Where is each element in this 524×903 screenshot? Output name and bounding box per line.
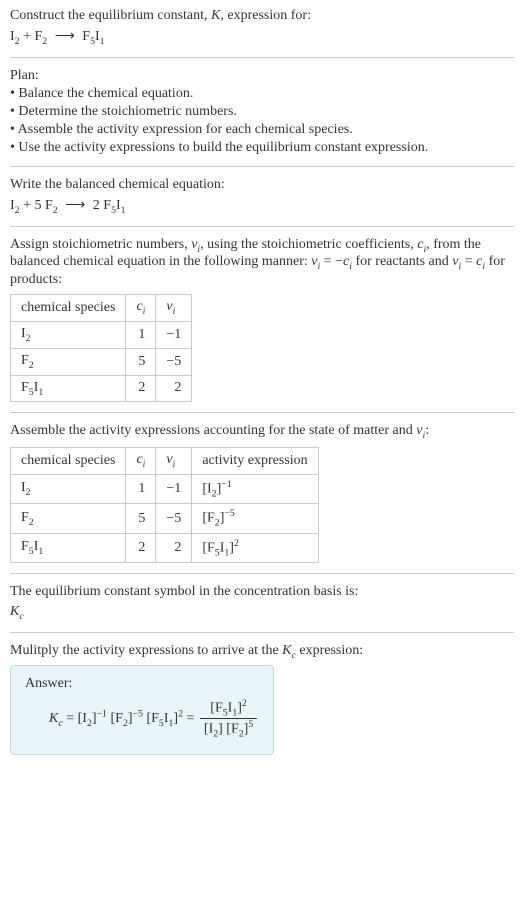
answer-label: Answer: <box>25 676 259 692</box>
cell-species: F2 <box>11 348 126 375</box>
cell-nu: −1 <box>156 321 192 348</box>
answer-box: Answer: Kc = [I2]−1 [F2]−5 [F5I1]2 = [F5… <box>10 665 274 755</box>
divider <box>10 632 514 633</box>
divider <box>10 412 514 413</box>
fraction-numerator: [F5I1]2 <box>200 698 257 719</box>
fraction: [F5I1]2 [I2] [F2]5 <box>200 698 257 740</box>
table-row: F5I1 2 2 <box>11 375 192 402</box>
activity-section: Assemble the activity expressions accoun… <box>10 423 514 563</box>
species-f5i1: F5I1 <box>103 198 125 213</box>
table-row: F2 5 −5 [F2]−5 <box>11 504 319 533</box>
cell-species: I2 <box>11 474 126 503</box>
cell-species: F5I1 <box>11 375 126 402</box>
species-f2: F2 <box>45 198 58 213</box>
divider <box>10 57 514 58</box>
multiply-section: Mulitply the activity expressions to arr… <box>10 643 514 755</box>
balanced-section: Write the balanced chemical equation: I2… <box>10 177 514 216</box>
table-row: F2 5 −5 <box>11 348 192 375</box>
plan-item: • Assemble the activity expression for e… <box>10 122 514 138</box>
basis-section: The equilibrium constant symbol in the c… <box>10 584 514 622</box>
table-row: I2 1 −1 [I2]−1 <box>11 474 319 503</box>
intro-text-b: , expression for: <box>220 8 311 23</box>
cell-nu: −1 <box>156 474 192 503</box>
col-ci: ci <box>126 295 156 322</box>
intro-section: Construct the equilibrium constant, K, e… <box>10 8 514 47</box>
table-row: F5I1 2 2 [F5I1]2 <box>11 533 319 562</box>
kc-expression: Kc = [I2]−1 [F2]−5 [F5I1]2 = [F5I1]2 [I2… <box>49 698 259 740</box>
cell-species: F2 <box>11 504 126 533</box>
k-symbol: K <box>211 8 220 23</box>
arrow-icon: ⟶ <box>65 198 85 213</box>
divider <box>10 573 514 574</box>
cell-ci: 1 <box>126 474 156 503</box>
plan-section: Plan: • Balance the chemical equation. •… <box>10 68 514 156</box>
plan-item: • Determine the stoichiometric numbers. <box>10 104 514 120</box>
stoich-intro: Assign stoichiometric numbers, νi, using… <box>10 237 514 289</box>
col-species: chemical species <box>11 295 126 322</box>
cell-activity: [F2]−5 <box>192 504 318 533</box>
cell-nu: 2 <box>156 533 192 562</box>
fraction-denominator: [I2] [F2]5 <box>200 719 257 739</box>
table-header-row: chemical species ci νi activity expressi… <box>11 448 319 475</box>
cell-nu: −5 <box>156 348 192 375</box>
activity-table: chemical species ci νi activity expressi… <box>10 447 319 563</box>
stoich-section: Assign stoichiometric numbers, νi, using… <box>10 237 514 403</box>
species-f5i1: F5I1 <box>82 29 104 44</box>
multiply-intro: Mulitply the activity expressions to arr… <box>10 643 514 661</box>
cell-ci: 5 <box>126 504 156 533</box>
plan-item: • Use the activity expressions to build … <box>10 140 514 156</box>
cell-ci: 2 <box>126 533 156 562</box>
cell-nu: −5 <box>156 504 192 533</box>
species-i2: I2 <box>10 29 20 44</box>
cell-ci: 2 <box>126 375 156 402</box>
plan-item: • Balance the chemical equation. <box>10 86 514 102</box>
cell-species: F5I1 <box>11 533 126 562</box>
cell-ci: 5 <box>126 348 156 375</box>
col-ci: ci <box>126 448 156 475</box>
table-row: I2 1 −1 <box>11 321 192 348</box>
intro-text-a: Construct the equilibrium constant, <box>10 8 211 23</box>
plan-list: • Balance the chemical equation. • Deter… <box>10 86 514 156</box>
cell-ci: 1 <box>126 321 156 348</box>
balanced-intro: Write the balanced chemical equation: <box>10 177 514 193</box>
cell-nu: 2 <box>156 375 192 402</box>
divider <box>10 166 514 167</box>
activity-intro: Assemble the activity expressions accoun… <box>10 423 514 441</box>
kc-symbol: Kc <box>10 604 514 622</box>
col-nu: νi <box>156 448 192 475</box>
table-header-row: chemical species ci νi <box>11 295 192 322</box>
cell-activity: [I2]−1 <box>192 474 318 503</box>
basis-line: The equilibrium constant symbol in the c… <box>10 584 514 600</box>
arrow-icon: ⟶ <box>55 29 75 44</box>
intro-line: Construct the equilibrium constant, K, e… <box>10 8 514 24</box>
col-species: chemical species <box>11 448 126 475</box>
col-nu: νi <box>156 295 192 322</box>
unbalanced-equation: I2 + F2 ⟶ F5I1 <box>10 28 514 47</box>
divider <box>10 226 514 227</box>
species-i2: I2 <box>10 198 20 213</box>
species-f2: F2 <box>34 29 47 44</box>
stoich-table: chemical species ci νi I2 1 −1 F2 5 −5 F… <box>10 294 192 402</box>
col-activity: activity expression <box>192 448 318 475</box>
balanced-equation: I2 + 5 F2 ⟶ 2 F5I1 <box>10 197 514 216</box>
plan-title: Plan: <box>10 68 514 84</box>
cell-activity: [F5I1]2 <box>192 533 318 562</box>
cell-species: I2 <box>11 321 126 348</box>
